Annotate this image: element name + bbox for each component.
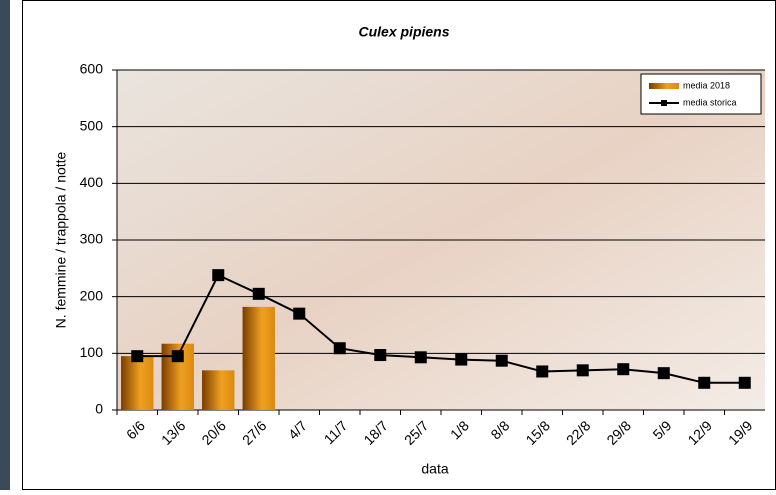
line-marker [536, 365, 548, 377]
line-marker [253, 288, 265, 300]
legend-swatch [661, 100, 667, 106]
y-tick-label: 600 [80, 61, 104, 77]
legend-label: media 2018 [683, 80, 730, 90]
y-tick-label: 500 [80, 117, 104, 133]
legend-label: media storica [683, 97, 737, 107]
line-marker [617, 363, 629, 375]
line-marker [212, 269, 224, 281]
y-tick-label: 200 [80, 287, 104, 303]
line-marker [334, 342, 346, 354]
line-marker [172, 350, 184, 362]
side-strip [0, 0, 10, 490]
y-tick-label: 0 [95, 401, 103, 417]
y-tick-label: 400 [80, 174, 104, 190]
line-marker [415, 351, 427, 363]
line-marker [131, 350, 143, 362]
line-marker [496, 355, 508, 367]
line-marker [739, 377, 751, 389]
line-marker [658, 367, 670, 379]
y-tick-label: 100 [80, 344, 104, 360]
legend-swatch [649, 83, 679, 89]
line-marker [577, 364, 589, 376]
chart: Culex pipiens data N. femmine / trappola… [0, 0, 776, 490]
line-marker [374, 349, 386, 361]
bar [243, 307, 275, 410]
y-tick-label: 300 [80, 231, 104, 247]
line-marker [698, 377, 710, 389]
line-marker [293, 308, 305, 320]
x-axis-label: data [421, 461, 448, 477]
bar [121, 356, 153, 410]
chart-title: Culex pipiens [358, 24, 449, 40]
line-marker [455, 354, 467, 366]
y-axis-label: N. femmine / trappola / notte [53, 151, 69, 328]
bar [202, 370, 234, 410]
